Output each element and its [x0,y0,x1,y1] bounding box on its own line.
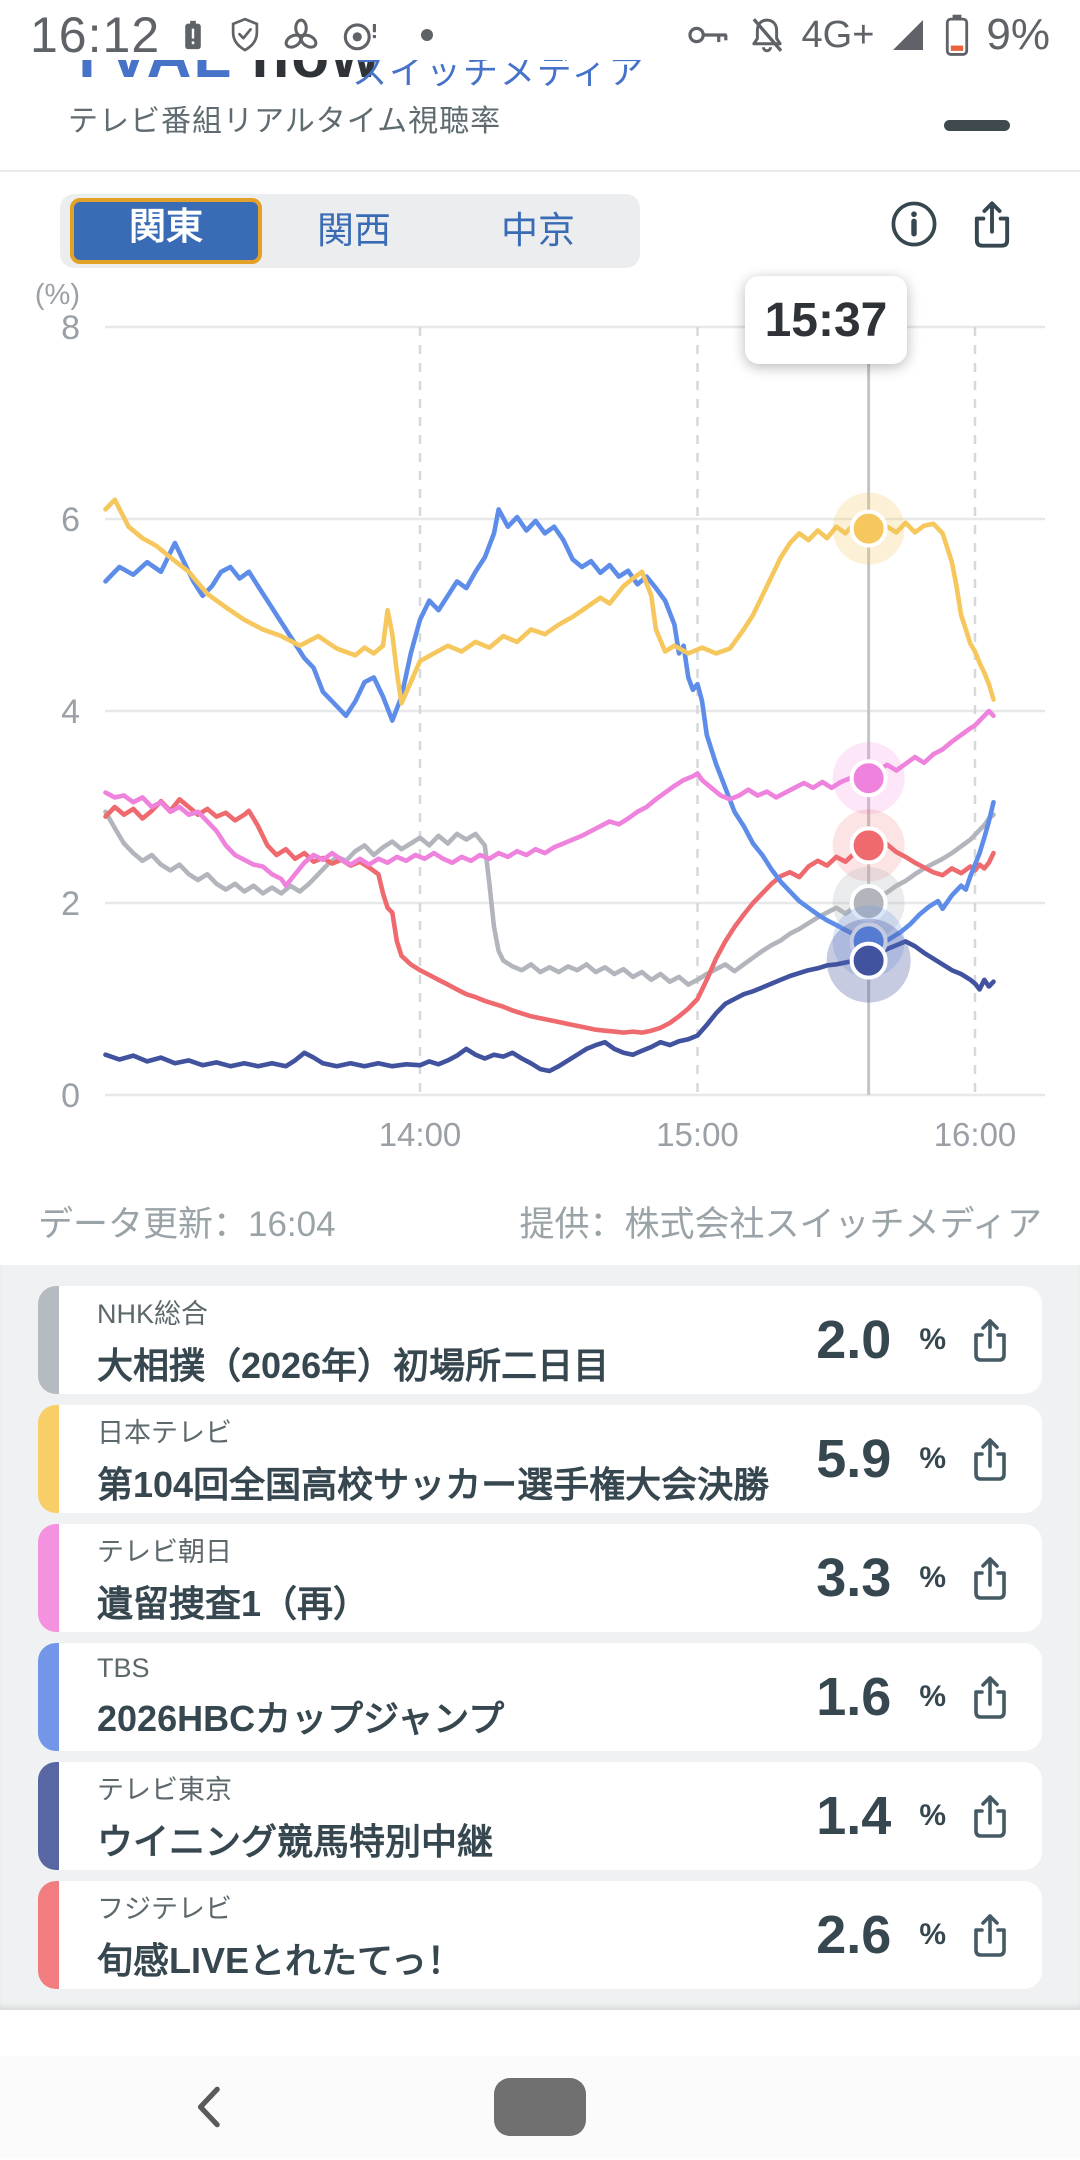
station-name: フジテレビ [97,1893,232,1924]
app-tagline: テレビ番組リアルタイム視聴率 [68,105,502,138]
home-pill-button[interactable] [494,2078,586,2136]
series-line-4 [103,497,996,706]
share-icon[interactable] [966,1911,1014,1959]
rating-value: 1.6 [816,1667,892,1727]
tab-region-2[interactable]: 中京 [501,210,575,251]
battery-alert-icon [176,13,210,57]
data-updated-label: データ更新：16:04 [38,1205,336,1244]
program-title: 2026HBCカップジャンプ [97,1697,505,1739]
rating-chart-svg: 0 2 4 6 8(%) 14:00 15:00 16:00 [35,279,1045,1153]
back-button[interactable] [188,2082,238,2132]
ytick-2: 2 [61,885,80,923]
rating-unit: % [919,1680,946,1713]
logo-secondary: now [251,60,381,91]
rating-unit: % [919,1918,946,1951]
rating-unit: % [919,1561,946,1594]
region-tab-group: 関東 関西 中京 [60,194,640,268]
marker-dot-0[interactable] [849,884,888,922]
rating-unit: % [919,1799,946,1832]
xtick-15:00: 15:00 [656,1116,739,1153]
provider-label: 提供：株式会社スイッチメディア [519,1205,1042,1244]
network-type: 4G+ [801,13,875,56]
share-icon[interactable] [966,1792,1014,1840]
shield-check-icon [226,14,264,56]
program-card-4[interactable]: テレビ東京ウイニング競馬特別中継 1.4% [38,1762,1042,1870]
program-title: 遺留捜査1（再） [97,1582,370,1624]
bell-off-icon [746,13,788,57]
station-name: NHK総合 [97,1298,209,1329]
program-card-0[interactable]: NHK総合大相撲（2026年）初場所二日目 2.0% [38,1286,1042,1394]
program-card-1[interactable]: 日本テレビ第104回全国高校サッカー選手権大会決勝 5.9% [38,1405,1042,1513]
key-icon [686,18,732,52]
station-color-bar [38,1286,59,1394]
menu-icon[interactable] [944,120,1010,131]
info-icon[interactable] [888,198,940,250]
station-color-bar [38,1643,59,1751]
rating-value: 2.6 [816,1905,892,1965]
rating-value: 3.3 [816,1548,892,1608]
station-name: 日本テレビ [97,1417,232,1448]
y-axis-unit: (%) [35,279,80,311]
marker-dot-4[interactable] [849,509,888,548]
crosshair-tooltip: 15:37 [745,276,907,364]
marker-dot-2[interactable] [849,941,888,980]
program-title: ウイニング競馬特別中継 [97,1820,494,1862]
ytick-6: 6 [61,501,80,539]
station-name: テレビ東京 [97,1774,232,1805]
station-color-bar [38,1762,59,1870]
share-icon[interactable] [966,1435,1014,1483]
ytick-8: 8 [61,309,80,347]
station-color-bar [38,1881,59,1989]
share-icon[interactable] [966,1316,1014,1364]
rating-unit: % [919,1323,946,1356]
region-tabs-row: 関東 関西 中京 [0,172,1080,270]
rating-chart[interactable]: 0 2 4 6 8 (%) 14:00 15:00 16:00 15:37 [0,270,1080,1170]
station-name: テレビ朝日 [97,1536,232,1567]
fan-icon [280,14,322,56]
bottom-gap [0,2010,1080,2056]
data-alert-icon [338,13,382,57]
program-title: 大相撲（2026年）初場所二日目 [97,1344,610,1386]
status-time: 16:12 [30,7,161,63]
ytick-4: 4 [61,693,80,731]
station-name: TBS [97,1652,150,1683]
header-nav-link[interactable]: スイッチメディア [352,60,646,86]
share-icon[interactable] [966,1673,1014,1721]
xtick-14:00: 14:00 [379,1116,462,1153]
system-nav-bar [0,2056,1080,2158]
program-card-5[interactable]: フジテレビ旬感LIVEとれたてっ！ 2.6% [38,1881,1042,1989]
rating-unit: % [919,1442,946,1475]
ytick-0: 0 [61,1077,80,1115]
xtick-16:00: 16:00 [934,1116,1017,1153]
battery-low-icon [942,12,972,58]
marker-dot-5[interactable] [849,759,888,798]
marker-dot-1[interactable] [849,826,888,865]
share-icon[interactable] [966,1554,1014,1602]
program-card-2[interactable]: テレビ朝日遺留捜査1（再） 3.3% [38,1524,1042,1632]
station-color-bar [38,1524,59,1632]
program-card-3[interactable]: TBS 2026HBCカップジャンプ 1.6% [38,1643,1042,1751]
program-list: NHK総合 大相撲（2026年）初場所二日目 2.0% 日本テレビ 第104回全国高校サ… [0,1265,1080,2010]
share-icon[interactable] [966,198,1018,250]
status-bar: 16:12 [0,0,1080,60]
station-color-bar [38,1405,59,1513]
rating-value: 5.9 [816,1429,892,1489]
battery-percent: 9% [986,10,1050,59]
tab-region-1[interactable]: 関西 [317,210,391,251]
signal-icon [888,15,928,55]
program-title: 第104回全国高校サッカー選手権大会決勝 [97,1463,770,1505]
rating-value: 2.0 [816,1310,892,1370]
tab-region-0[interactable]: 関東 [70,198,262,264]
app-header: TVAL now テレビ番組リアルタイム視聴率 スイッチメディア [0,60,1080,170]
rating-value: 1.4 [816,1786,892,1846]
logo-primary: TVAL [68,60,232,91]
program-title: 旬感LIVEとれたてっ！ [97,1939,463,1981]
notification-dot [420,28,434,42]
app-logo[interactable]: TVAL now [68,60,381,92]
header-divider [0,170,1080,172]
